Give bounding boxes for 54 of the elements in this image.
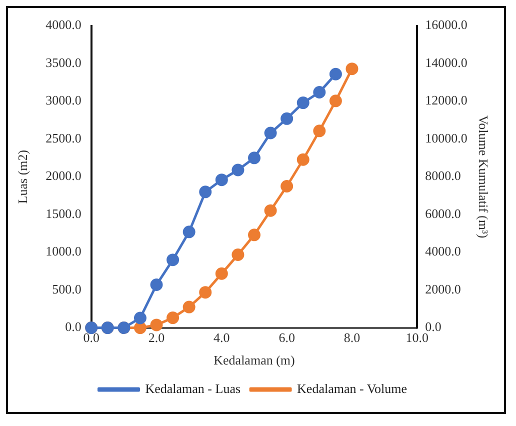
- y2-tick-label: 2000.0: [425, 281, 461, 296]
- point: [166, 254, 180, 266]
- y2-tick-label: 16000.0: [425, 17, 468, 32]
- point: [329, 68, 342, 80]
- point: [199, 186, 212, 198]
- point: [134, 312, 146, 324]
- y-axis-title: Luas (m2): [15, 150, 30, 204]
- y-tick-label: 1000.0: [46, 244, 82, 259]
- x-tick-label: 8.0: [344, 330, 360, 346]
- x-axis-title: Kedalaman (m): [214, 352, 295, 368]
- point: [232, 164, 244, 176]
- y2-tick-label: 14000.0: [425, 54, 468, 70]
- point: [264, 204, 277, 217]
- y-tick-label: 0.0: [65, 319, 82, 334]
- y2-tick-label: 6000.0: [425, 206, 461, 221]
- point: [346, 62, 358, 76]
- y-tick-label: 3000.0: [46, 92, 82, 108]
- point: [248, 228, 260, 242]
- point: [134, 322, 146, 334]
- point: [182, 300, 196, 314]
- y2-tick-label: 12000.0: [425, 92, 468, 108]
- y-tick-label: 2500.0: [46, 130, 82, 146]
- point: [232, 248, 244, 262]
- point: [280, 180, 294, 192]
- y-tick-label: 3500.0: [46, 54, 82, 70]
- point: [313, 124, 326, 138]
- x-tick-label: 0.0: [83, 330, 100, 346]
- point: [313, 86, 326, 98]
- y-tick-label: 2000.0: [46, 168, 82, 184]
- point: [264, 126, 277, 140]
- point: [280, 112, 294, 125]
- x-tick-label: 6.0: [278, 330, 295, 346]
- point: [199, 286, 212, 299]
- point: [166, 312, 180, 324]
- x-tick-label: 2.0: [148, 330, 165, 346]
- point: [182, 226, 196, 238]
- point: [150, 278, 163, 292]
- y2-axis-title: Volume Kumulatif (m³): [476, 115, 491, 238]
- y2-tick-label: 8000.0: [425, 168, 461, 184]
- y2-tick-label: 10000.0: [425, 130, 468, 146]
- point: [248, 152, 260, 164]
- legend-label: Kedalaman - Luas: [145, 380, 241, 396]
- y-tick-label: 1500.0: [46, 206, 82, 221]
- point: [215, 174, 228, 186]
- point: [296, 153, 310, 166]
- x-tick-label: 4.0: [214, 330, 230, 346]
- point: [215, 267, 228, 280]
- point: [150, 318, 163, 332]
- y-tick-label: 500.0: [52, 281, 82, 296]
- legend-label: Kedalaman - Volume: [297, 380, 408, 396]
- y2-tick-label: 4000.0: [425, 244, 461, 259]
- point: [329, 94, 342, 108]
- point: [296, 96, 310, 110]
- y-tick-label: 4000.0: [46, 17, 82, 32]
